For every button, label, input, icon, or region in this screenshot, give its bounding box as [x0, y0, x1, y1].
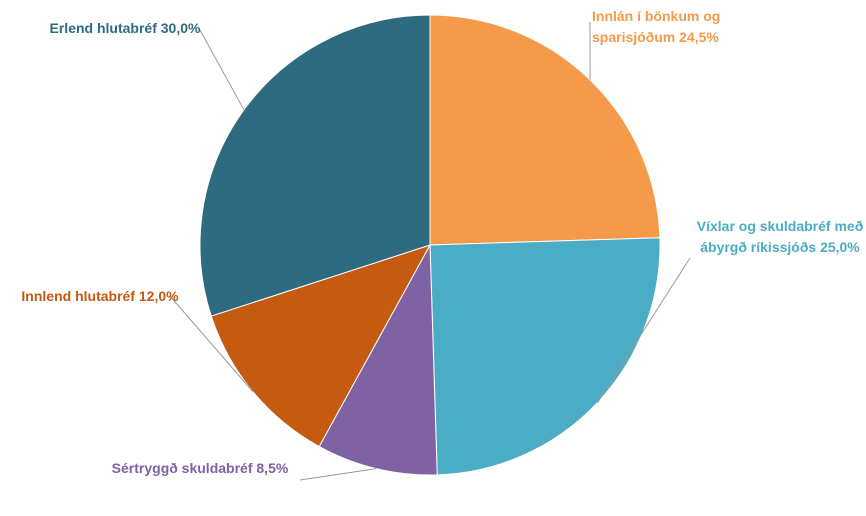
- leader-line: [597, 257, 691, 403]
- pie-slice: [199, 14, 431, 317]
- category-name: Erlend hlutabréf: [49, 20, 157, 36]
- category-name: Sértryggð skuldabréf: [111, 460, 253, 476]
- value-label: 12,0%: [138, 288, 179, 304]
- slice-label: Innlend hlutabréf 12,0%: [15, 286, 185, 307]
- value-label: 8,5%: [256, 460, 289, 476]
- slice-label: Víxlar og skuldabréf með ábyrgð ríkissjó…: [690, 216, 866, 258]
- slice-label: Sértryggð skuldabréf 8,5%: [95, 458, 305, 479]
- category-name: Innlend hlutabréf: [21, 288, 135, 304]
- slice-label: Innlán í bönkum og sparisjóðum 24,5%: [592, 6, 802, 48]
- value-label: 25,0%: [820, 239, 860, 255]
- leader-line: [169, 295, 254, 392]
- category-name: Víxlar og skuldabréf með ábyrgð ríkissjó…: [696, 218, 864, 255]
- value-label: 30,0%: [160, 20, 201, 36]
- pie-slice: [429, 14, 661, 246]
- leader-line: [199, 29, 245, 111]
- leader-line: [299, 468, 377, 481]
- slice-label: Erlend hlutabréf 30,0%: [40, 18, 210, 39]
- pie-slice: [429, 237, 661, 476]
- category-name: Innlán í bönkum og sparisjóðum: [592, 8, 721, 45]
- value-label: 24,5%: [679, 29, 719, 45]
- pie-slice: [210, 244, 432, 448]
